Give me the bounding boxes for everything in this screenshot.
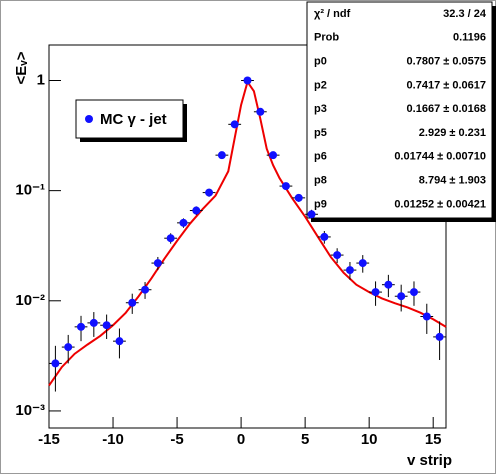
data-point <box>128 298 137 307</box>
data-point <box>141 285 150 294</box>
y-tick-label: 10⁻¹ <box>15 182 45 199</box>
data-point <box>281 182 290 191</box>
stats-label: p3 <box>314 103 327 115</box>
data-point <box>307 210 316 219</box>
stats-box <box>306 1 493 219</box>
stats-label: χ² / ndf <box>314 8 351 20</box>
data-point <box>333 251 342 260</box>
data-point <box>409 288 418 297</box>
data-point <box>345 266 354 275</box>
x-tick-label: 10 <box>361 431 378 448</box>
data-point <box>77 322 86 331</box>
data-point <box>294 193 303 202</box>
data-point <box>243 76 252 85</box>
x-tick-label: -10 <box>102 431 124 448</box>
stats-label: p8 <box>314 175 327 187</box>
stats-value: 0.01744 ± 0.00710 <box>394 151 486 163</box>
stats-label: p2 <box>314 79 327 91</box>
data-point <box>179 218 188 227</box>
stats-value: 32.3 / 24 <box>443 8 487 20</box>
data-point <box>89 318 98 327</box>
stats-value: 0.7417 ± 0.0617 <box>407 79 486 91</box>
x-tick-label: 15 <box>425 431 442 448</box>
data-point <box>230 120 239 129</box>
data-point <box>217 151 226 160</box>
data-point <box>192 206 201 215</box>
stats-value: 0.1667 ± 0.0168 <box>407 103 486 115</box>
data-point <box>205 188 214 197</box>
stats-value: 0.1196 <box>453 32 486 44</box>
stats-value: 0.7807 ± 0.0575 <box>407 56 486 68</box>
stats-label: p6 <box>314 151 327 163</box>
x-tick-label: -15 <box>38 431 60 448</box>
stats-label: Prob <box>314 32 339 44</box>
stats-value: 2.929 ± 0.231 <box>419 127 486 139</box>
data-point <box>256 107 265 116</box>
stats-label: p5 <box>314 127 327 139</box>
y-tick-label: 1 <box>37 71 45 88</box>
y-tick-label: 10⁻² <box>15 292 45 309</box>
data-point <box>397 292 406 301</box>
stats-label: p9 <box>314 198 327 210</box>
data-point <box>51 359 60 368</box>
legend-marker <box>85 115 93 123</box>
x-axis-label: v strip <box>407 452 452 469</box>
y-axis-label: <Eᵥ> <box>13 51 30 84</box>
y-tick-label: 10⁻³ <box>15 402 45 419</box>
stats-value: 8.794 ± 1.903 <box>419 175 486 187</box>
data-point <box>371 288 380 297</box>
x-tick-label: -5 <box>170 431 183 448</box>
legend <box>75 99 184 139</box>
data-point <box>422 312 431 321</box>
fit-curve <box>48 79 447 387</box>
data-point <box>102 321 111 330</box>
legend-label: MC γ - jet <box>100 111 167 128</box>
data-point <box>64 343 73 352</box>
data-point <box>384 280 393 289</box>
x-tick-label: 5 <box>301 431 309 448</box>
data-point <box>320 232 329 241</box>
data-point <box>166 234 175 243</box>
x-tick-label: 0 <box>237 431 245 448</box>
data-point <box>153 259 162 268</box>
data-point <box>269 151 278 160</box>
data-point <box>358 259 367 268</box>
stats-label: p0 <box>314 56 327 68</box>
data-point <box>435 332 444 341</box>
data-point <box>115 337 124 346</box>
stats-value: 0.01252 ± 0.00421 <box>394 198 486 210</box>
